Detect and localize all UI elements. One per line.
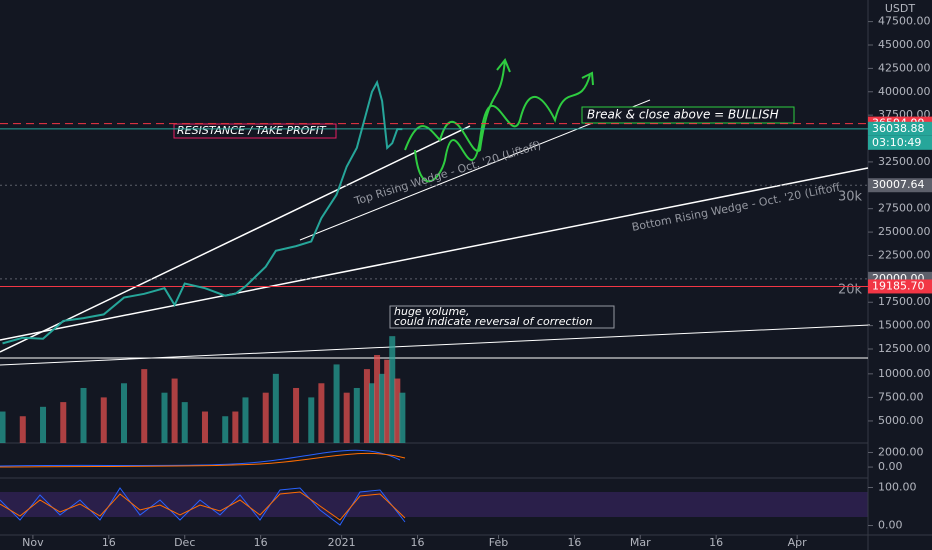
volume-bar	[308, 397, 315, 443]
annotation: Break & close above = BULLISH	[587, 108, 779, 122]
unit-label: USDT	[885, 2, 916, 15]
x-tick-label: Nov	[22, 536, 44, 549]
annotation: could indicate reversal of correction	[394, 315, 593, 328]
stoch-band	[0, 492, 868, 517]
volume-bar	[201, 411, 208, 443]
volume-bar	[161, 392, 168, 443]
stoch-d	[0, 491, 406, 521]
y-tick-label: 32500.00	[878, 155, 931, 168]
x-tick-label: 16	[411, 536, 425, 549]
x-tick-label: 16	[567, 536, 581, 549]
volume-bar	[369, 383, 375, 443]
volume-bar	[384, 359, 391, 443]
y-tick-label: 12500.00	[878, 342, 931, 355]
volume-bar	[293, 387, 300, 443]
volume-bar	[100, 397, 107, 443]
stoch-k	[0, 487, 406, 526]
volume-bar	[363, 369, 370, 443]
volume-bar	[374, 355, 381, 443]
y-tick-label: 22500.00	[878, 248, 931, 261]
y-tick-label: 100.00	[878, 481, 917, 494]
annotation-box	[389, 305, 615, 329]
volume-bar	[171, 378, 178, 443]
volume-bar	[80, 387, 87, 443]
volume-bar	[343, 392, 350, 443]
volume-bar	[272, 373, 279, 443]
price-label: 30007.64	[872, 178, 925, 191]
volume-bar	[121, 383, 127, 443]
x-tick-label: Mar	[630, 536, 651, 549]
volume-bar	[141, 369, 148, 443]
y-tick-label: 42500.00	[878, 61, 931, 74]
x-tick-label: 16	[254, 536, 268, 549]
x-tick-label: 2021	[328, 536, 356, 549]
trend-line	[0, 167, 869, 341]
price-label-box	[868, 279, 932, 294]
y-tick-label: 47500.00	[878, 15, 931, 28]
annotation: 20k	[838, 283, 863, 298]
y-tick-label: 17500.00	[878, 295, 931, 308]
volume-bar	[318, 383, 325, 443]
y-tick-label: 25000.00	[878, 225, 931, 238]
countdown: 03:10:49	[872, 136, 921, 149]
price-label: 36038.88	[872, 122, 925, 135]
x-tick-label: 16	[102, 536, 116, 549]
y-tick-label: 45000.00	[878, 38, 931, 51]
volume-bar	[399, 392, 406, 443]
annotation: huge volume,	[394, 305, 469, 318]
volume-bar	[40, 406, 47, 443]
y-tick-label: 40000.00	[878, 85, 931, 98]
countdown-box	[868, 135, 932, 150]
y-tick-label: 10000.00	[878, 367, 931, 380]
y-tick-label: 27500.00	[878, 202, 931, 215]
trend-line	[0, 125, 471, 353]
volume-bar	[19, 416, 26, 443]
annotation: RESISTANCE / TAKE PROFIT	[177, 124, 327, 137]
x-tick-label: Feb	[489, 536, 508, 549]
x-tick-label: Dec	[174, 536, 195, 549]
price-label: 19185.70	[872, 279, 925, 292]
volume-bar	[262, 392, 269, 443]
volume-bar	[394, 378, 401, 443]
drawn-arrow	[404, 58, 594, 183]
volume-bar	[60, 402, 67, 443]
y-tick-label: 15000.00	[878, 319, 931, 332]
annotation: 30k	[838, 190, 863, 205]
price-label-box	[868, 178, 932, 193]
volume-bar	[232, 411, 239, 443]
annotation-box	[581, 106, 795, 124]
macd-line	[0, 449, 401, 467]
price-line-series	[2, 79, 403, 345]
y-tick-label: 0.00	[878, 460, 903, 473]
macd-signal	[0, 452, 406, 468]
x-tick-label: Apr	[788, 536, 808, 549]
price-label-box	[868, 121, 932, 136]
volume-bar	[389, 336, 396, 443]
y-tick-label: 0.00	[878, 519, 903, 532]
y-tick-label: 7500.00	[878, 390, 924, 403]
volume-bar	[333, 364, 340, 443]
x-tick-label: 16	[709, 536, 723, 549]
volume-bar	[222, 416, 229, 443]
volume-bar	[353, 387, 360, 443]
y-tick-label: 5000.00	[878, 414, 924, 427]
y-tick-label: 2000.00	[878, 445, 924, 458]
volume-bar	[181, 402, 188, 443]
volume-bar	[0, 411, 6, 443]
volume-bar	[379, 373, 386, 443]
volume-bar	[242, 397, 249, 443]
